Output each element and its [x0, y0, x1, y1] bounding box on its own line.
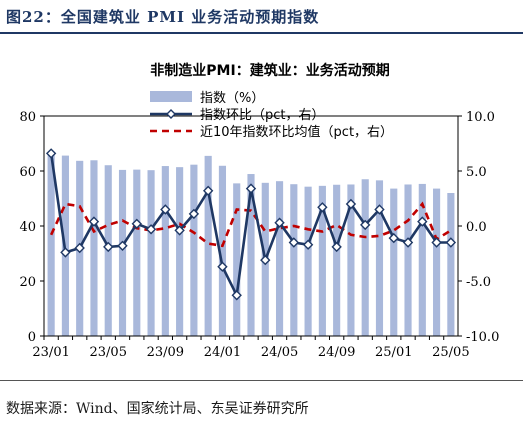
x-tick-label: 23/01: [32, 345, 69, 360]
y-left-tick-label: 0: [28, 330, 36, 345]
y-left-tick-label: 80: [19, 110, 36, 125]
bar: [347, 184, 355, 336]
x-tick-label: 23/09: [147, 345, 184, 360]
bar: [418, 183, 426, 336]
bar: [47, 151, 55, 336]
x-tick-label: 24/05: [261, 345, 298, 360]
bars-layer: [47, 151, 455, 336]
header-rule: [0, 32, 523, 34]
chart: 非制造业PMI：建筑业：业务活动预期 0 20 40 60 80 -10.0 -5.0 0.0…: [19, 62, 499, 360]
mom-point: [274, 217, 285, 228]
bar: [218, 165, 227, 336]
figure-title: 图22：全国建筑业 PMI 业务活动预期指数: [6, 8, 320, 26]
bar: [290, 184, 298, 336]
bar: [204, 155, 212, 336]
mom-point: [360, 219, 371, 231]
x-tick-label: 24/01: [204, 345, 241, 360]
y-left-tick-label: 40: [19, 220, 36, 235]
bar: [190, 164, 198, 336]
bar: [133, 169, 141, 336]
x-tick-label: 24/09: [318, 345, 355, 360]
bar: [404, 184, 412, 336]
mom-point: [331, 241, 342, 253]
mom-point: [402, 237, 414, 248]
y-left-tick-label: 60: [19, 165, 36, 180]
x-tick-label: 25/05: [432, 345, 469, 360]
mom-point: [160, 204, 171, 215]
y-right-tick-label: -10.0: [466, 330, 499, 345]
y-left-tick-label: 20: [19, 275, 36, 290]
mom-point: [74, 242, 85, 254]
mom-point: [188, 208, 200, 220]
y-right-tick-label: 10.0: [466, 110, 495, 125]
bar: [176, 167, 184, 336]
legend-swatch-bar: [150, 91, 192, 102]
axes-layer: 0 20 40 60 80 -10.0 -5.0 0.0 5.0 10.0 23/01 23/05 23…: [19, 110, 499, 360]
y-right-tick-label: -5.0: [466, 275, 491, 290]
legend-label: 指数（%）: [200, 91, 264, 106]
y-right-tick-label: 5.0: [466, 165, 487, 180]
mom-point: [45, 148, 57, 159]
bar: [90, 160, 98, 336]
mom-point: [288, 237, 300, 248]
bar: [433, 188, 441, 336]
mom-point: [317, 202, 328, 213]
mom-point: [388, 232, 399, 244]
mom-point: [445, 237, 457, 248]
bar: [333, 184, 341, 336]
mom-point: [174, 225, 185, 236]
mom-point: [217, 261, 228, 272]
x-tick-label: 23/05: [90, 345, 127, 360]
mom-point: [60, 247, 71, 258]
bar: [361, 179, 369, 336]
legend-label: 近10年指数环比均值（pct，右）: [200, 124, 393, 140]
bar: [304, 186, 312, 336]
mom-point: [88, 216, 100, 227]
x-tick-label: 25/01: [375, 345, 412, 360]
legend-swatch-marker: [166, 109, 176, 119]
mom-point: [145, 224, 157, 235]
mom-point: [103, 241, 114, 253]
avg-series-line: [49, 201, 452, 248]
bar: [247, 174, 255, 336]
avg-line-layer: [49, 201, 452, 248]
mom-point: [431, 237, 442, 248]
source-note: 数据来源：Wind、国家统计局、东吴证券研究所: [6, 401, 309, 417]
bar: [233, 183, 241, 336]
mom-point: [231, 290, 242, 301]
bar: [318, 185, 326, 336]
bar: [161, 166, 169, 336]
mom-point: [245, 183, 257, 194]
bar: [390, 188, 398, 336]
bar: [147, 170, 155, 336]
legend: 指数（%） 指数环比（pct，右）近10年指数环比均值（pct，右）: [150, 91, 393, 140]
mom-point: [131, 218, 142, 229]
bar: [275, 181, 284, 336]
figure-header: 图22：全国建筑业 PMI 业务活动预期指数: [0, 0, 523, 40]
chart-title: 非制造业PMI：建筑业：业务活动预期: [150, 62, 389, 79]
bar: [447, 193, 455, 336]
bar: [375, 180, 384, 336]
footer-rule: [0, 380, 523, 381]
legend-label: 指数环比（pct，右）: [200, 108, 325, 123]
mom-point: [345, 198, 357, 210]
mom-point: [374, 204, 385, 215]
mom-point: [302, 239, 314, 250]
mom-point: [117, 240, 128, 251]
bar: [118, 169, 127, 336]
mom-line-layer: [45, 148, 457, 301]
y-right-tick-label: 0.0: [466, 220, 487, 235]
mom-point: [260, 254, 271, 266]
mom-point: [202, 185, 214, 196]
mom-point: [417, 216, 428, 227]
